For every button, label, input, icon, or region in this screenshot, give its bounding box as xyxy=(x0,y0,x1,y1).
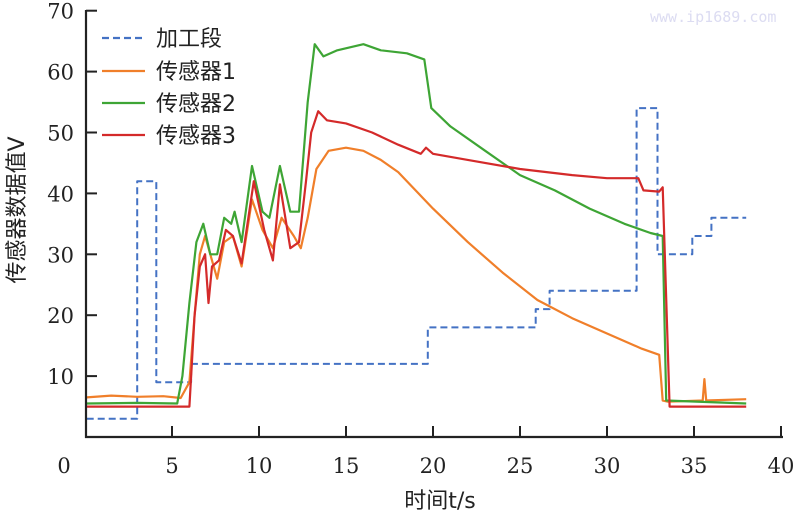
x-tick-label: 35 xyxy=(681,454,708,478)
series-line-3 xyxy=(86,110,747,408)
y-ticks: 10 20 30 40 50 60 70 xyxy=(47,0,97,389)
series-line-2 xyxy=(86,43,747,405)
x-tick-label: 20 xyxy=(420,454,447,478)
legend-label: 传感器2 xyxy=(156,92,236,117)
legend-label: 加工段 xyxy=(156,27,222,52)
x-tick-label: 40 xyxy=(768,454,795,478)
x-axis-title: 时间t/s xyxy=(404,489,476,514)
series-line-0 xyxy=(86,107,747,420)
y-tick-label: 50 xyxy=(47,122,74,146)
x-ticks: 0 5 10 15 20 25 30 35 40 xyxy=(57,426,794,478)
x-tick-label: 15 xyxy=(333,454,360,478)
x-tick-label: 25 xyxy=(507,454,534,478)
plot-series xyxy=(86,43,747,420)
x-tick-label: 10 xyxy=(246,454,273,478)
watermark: www.ip1689.com xyxy=(650,8,777,26)
y-tick-label: 30 xyxy=(47,243,74,267)
y-tick-label: 20 xyxy=(47,304,74,328)
legend-label: 传感器1 xyxy=(156,60,236,85)
x-tick-label: 0 xyxy=(57,454,70,478)
y-axis-title: 传感器数据值V xyxy=(5,136,30,283)
y-tick-label: 40 xyxy=(47,182,74,206)
legend-label: 传感器3 xyxy=(156,124,236,149)
y-tick-label: 60 xyxy=(47,61,74,85)
x-tick-label: 5 xyxy=(165,454,178,478)
x-tick-label: 30 xyxy=(594,454,621,478)
y-tick-label: 10 xyxy=(47,365,74,389)
series-line-1 xyxy=(86,146,747,403)
axes: 10 20 30 40 50 60 70 0 5 10 15 20 25 30 35 40 xyxy=(47,0,794,478)
y-tick-label: 70 xyxy=(47,0,74,24)
